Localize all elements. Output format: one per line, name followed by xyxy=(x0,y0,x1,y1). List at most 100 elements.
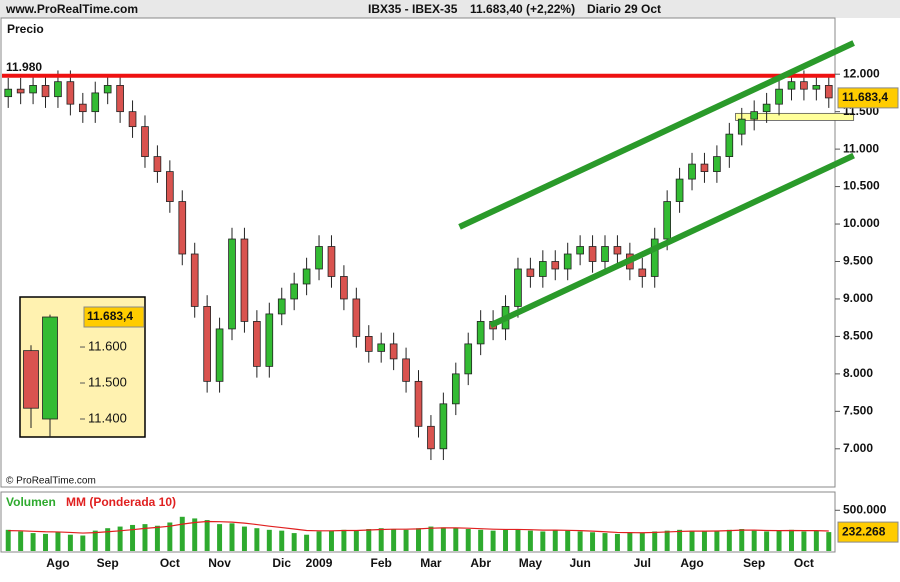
symbol: IBX35 - IBEX-35 xyxy=(368,2,458,16)
trendline xyxy=(458,40,855,230)
candle-body xyxy=(377,343,386,352)
x-tick-label: Mar xyxy=(420,556,442,570)
candle-body xyxy=(812,85,821,90)
site: www.ProRealTime.com xyxy=(5,2,138,16)
volume-bar xyxy=(614,533,620,551)
volume-bar xyxy=(689,530,695,551)
x-tick-label: Ago xyxy=(680,556,703,570)
volume-bar xyxy=(5,529,11,551)
volume-bar xyxy=(67,534,73,551)
volume-bar xyxy=(627,532,633,551)
volume-bar xyxy=(391,529,397,551)
volume-bar xyxy=(677,529,683,551)
y-tick-label: 9.000 xyxy=(843,291,873,305)
candle-body xyxy=(42,316,58,420)
volume-bar xyxy=(527,530,533,551)
last-value-box xyxy=(837,521,899,543)
candle-body xyxy=(713,156,721,172)
y-tick-label: 11.400 xyxy=(88,410,127,425)
quote: 11.683,40 (+2,22%) xyxy=(470,2,575,16)
candle-body xyxy=(228,238,236,330)
candle-body xyxy=(116,85,124,113)
x-tick-label: Jun xyxy=(569,556,590,570)
volume-bar xyxy=(217,524,223,551)
volume-bar xyxy=(726,529,732,551)
volume-bar xyxy=(701,531,707,551)
period: Diario 29 Oct xyxy=(587,2,661,16)
volume-bar xyxy=(316,531,322,551)
candle-body xyxy=(514,268,522,307)
volume-bar xyxy=(465,529,471,551)
x-tick-label: Nov xyxy=(208,556,231,570)
candle-body xyxy=(787,81,796,90)
candle-body xyxy=(601,246,609,262)
volume-bar xyxy=(154,525,160,551)
volume-bar xyxy=(639,533,645,551)
candle-body xyxy=(203,306,211,382)
volume-bar xyxy=(540,531,546,551)
last-price-label: 11.683,4 xyxy=(87,309,133,323)
candle-body xyxy=(725,133,734,158)
candle-body xyxy=(737,118,746,135)
volume-bar xyxy=(254,528,260,551)
volume-bar xyxy=(142,524,148,551)
level-label: 11.980 xyxy=(6,60,42,74)
last-price-box xyxy=(83,306,145,328)
volume-bar xyxy=(229,523,235,551)
volume-bar xyxy=(764,531,770,551)
candle-body xyxy=(364,336,373,352)
x-tick-label: Feb xyxy=(371,556,392,570)
candle-body xyxy=(352,298,361,337)
volume-panel xyxy=(0,491,836,553)
volume-bar xyxy=(105,528,111,551)
candle-body xyxy=(526,268,535,277)
x-tick-label: Ago xyxy=(46,556,69,570)
candle-body xyxy=(464,343,473,375)
candle-body xyxy=(23,350,39,409)
volume-bar xyxy=(80,535,86,551)
candle-body xyxy=(41,85,50,98)
volume-bar xyxy=(416,528,421,551)
candle-body xyxy=(128,111,137,128)
volume-bar xyxy=(515,529,521,551)
candle-body xyxy=(427,425,435,450)
volume-bar xyxy=(453,528,459,551)
price-panel xyxy=(0,17,836,488)
volume-bar xyxy=(353,530,359,551)
moving-average xyxy=(8,520,829,534)
volume-bar xyxy=(304,534,310,551)
x-tick-label: Jul xyxy=(634,556,651,570)
trendline xyxy=(489,152,855,328)
candle-body xyxy=(240,238,249,322)
volume-bar xyxy=(813,530,819,551)
candle-body xyxy=(663,201,671,240)
candle-body xyxy=(340,276,348,300)
candle-body xyxy=(190,253,199,307)
y-tick-label: 9.500 xyxy=(843,254,873,268)
volume-bar xyxy=(751,530,757,551)
volume-bar xyxy=(440,527,446,551)
x-tick-label: Dic xyxy=(272,556,291,570)
volume-bar xyxy=(801,531,807,551)
axis-label: Precio xyxy=(7,22,44,36)
volume-bar xyxy=(18,531,24,551)
volume-bar xyxy=(652,531,658,551)
last-price-label: 11.683,4 xyxy=(842,90,888,104)
candle-body xyxy=(414,380,423,427)
candle-body xyxy=(775,88,783,105)
zone xyxy=(735,112,855,121)
y-tick-label: 10.500 xyxy=(843,179,880,193)
volume-bar xyxy=(291,533,297,551)
volume-bar xyxy=(43,533,49,551)
volume-bar xyxy=(366,529,372,551)
volume-bar xyxy=(30,533,36,551)
last-price-box xyxy=(837,87,899,109)
candle-body xyxy=(16,88,25,94)
candle-body xyxy=(103,85,112,94)
candle-body xyxy=(650,238,659,277)
x-tick-label: Sep xyxy=(97,556,119,570)
volume-bar xyxy=(478,529,484,551)
x-tick-label: Sep xyxy=(743,556,765,570)
